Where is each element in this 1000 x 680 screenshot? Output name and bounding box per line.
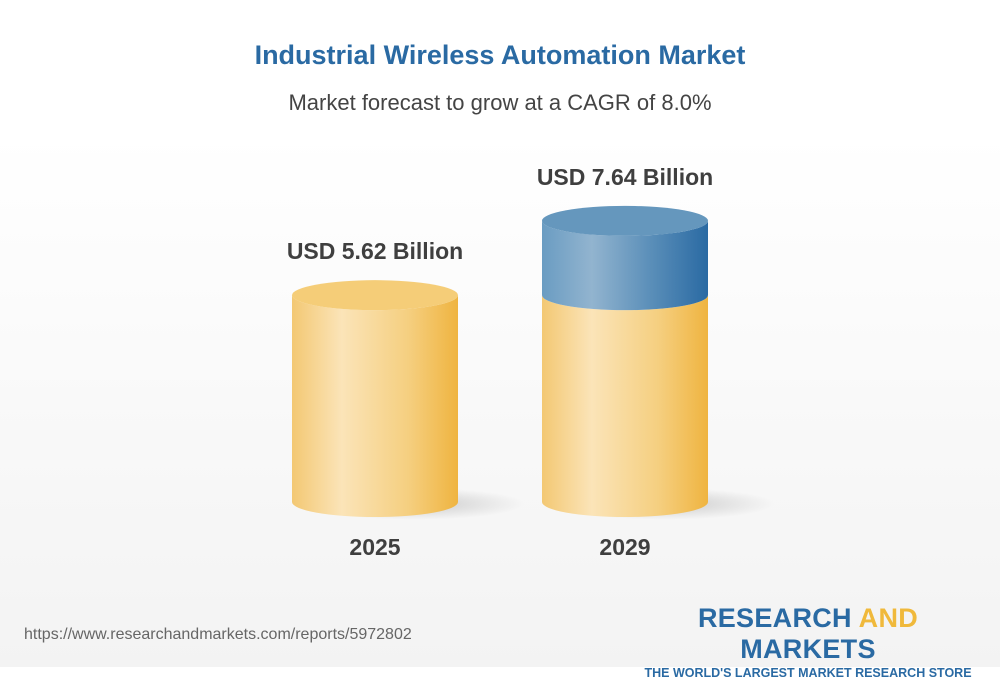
bar-base-segment-2029 xyxy=(542,295,708,517)
report-url[interactable]: https://www.researchandmarkets.com/repor… xyxy=(24,626,412,643)
bar-top-2029 xyxy=(542,205,708,236)
category-label: 2029 xyxy=(599,534,650,560)
research-and-markets-logo: RESEARCH AND MARKETS THE WORLD'S LARGEST… xyxy=(644,603,972,680)
data-label: USD 7.64 Billion xyxy=(537,164,713,190)
bar-growth-segment-2029 xyxy=(542,220,708,311)
chart-title: Industrial Wireless Automation Market xyxy=(254,40,746,70)
bar-2025 xyxy=(292,295,458,517)
bar-top-2025 xyxy=(292,280,458,311)
category-label: 2025 xyxy=(349,534,400,560)
chart-subtitle: Market forecast to grow at a CAGR of 8.0… xyxy=(288,90,712,115)
data-label: USD 5.62 Billion xyxy=(287,238,463,264)
